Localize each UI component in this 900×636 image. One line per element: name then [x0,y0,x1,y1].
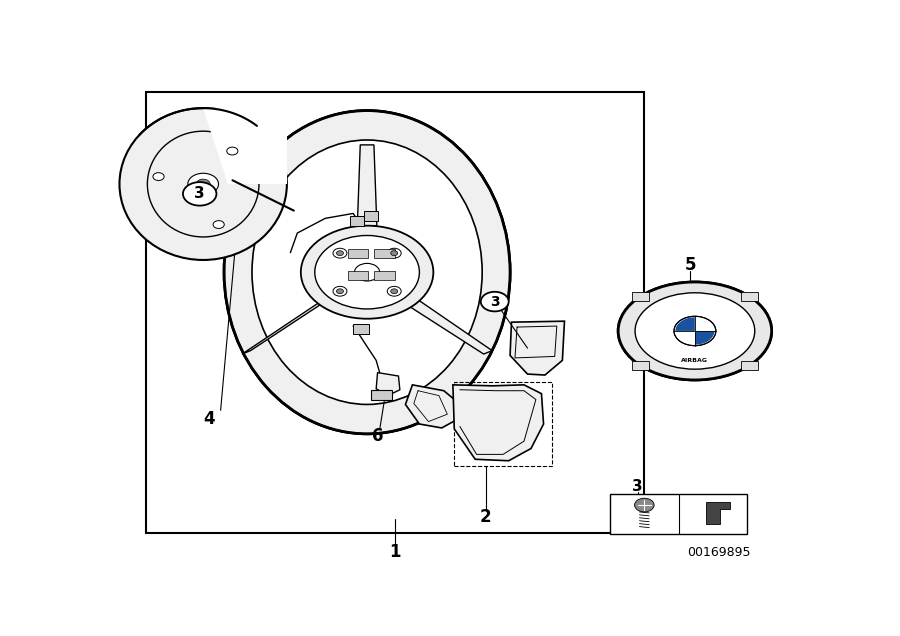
Bar [374,249,395,258]
Text: 6: 6 [372,427,383,445]
Circle shape [196,179,211,189]
Text: 3: 3 [490,294,500,308]
Circle shape [333,286,346,296]
Circle shape [213,221,224,228]
Circle shape [355,263,380,281]
Text: 00169895: 00169895 [688,546,752,559]
Wedge shape [695,317,715,331]
Bar [374,271,395,280]
Text: AIRBAG: AIRBAG [681,358,708,363]
Bar [347,249,368,258]
Polygon shape [371,390,392,399]
Ellipse shape [252,140,482,404]
Circle shape [333,248,346,258]
Polygon shape [357,145,377,226]
Circle shape [153,172,164,181]
Polygon shape [203,108,287,184]
Ellipse shape [635,293,755,369]
Circle shape [674,316,716,346]
Polygon shape [510,321,564,375]
Wedge shape [675,331,695,345]
Circle shape [634,498,654,512]
Polygon shape [453,385,544,460]
Circle shape [276,209,458,336]
Ellipse shape [618,282,771,380]
Ellipse shape [224,111,510,434]
Polygon shape [405,385,458,428]
Bar [632,291,649,301]
Bar [610,494,747,534]
Text: 5: 5 [684,256,696,274]
Bar [454,382,552,466]
Circle shape [337,251,344,256]
Circle shape [391,289,398,294]
Polygon shape [360,270,492,354]
Ellipse shape [224,111,510,434]
Text: 4: 4 [202,410,214,428]
Wedge shape [675,317,695,331]
Bar [741,361,758,370]
Ellipse shape [635,293,755,369]
Circle shape [315,235,419,309]
Bar [146,92,644,533]
Circle shape [387,286,401,296]
Bar [349,216,364,226]
Circle shape [387,248,401,258]
Circle shape [301,226,434,319]
Polygon shape [706,502,731,523]
Text: 3: 3 [194,186,205,202]
Bar [741,291,758,301]
Circle shape [183,182,216,205]
Circle shape [188,173,219,195]
Bar [364,211,378,221]
Circle shape [227,147,238,155]
Polygon shape [353,324,369,334]
Text: 2: 2 [480,508,491,526]
Polygon shape [376,373,400,396]
Polygon shape [242,270,374,354]
Circle shape [481,292,508,312]
Circle shape [391,251,398,256]
Wedge shape [695,331,715,345]
Text: 1: 1 [389,543,400,562]
Bar [632,361,649,370]
Text: 3: 3 [633,479,643,494]
Ellipse shape [618,282,771,380]
Circle shape [337,289,344,294]
Ellipse shape [120,108,287,260]
Bar [347,271,368,280]
